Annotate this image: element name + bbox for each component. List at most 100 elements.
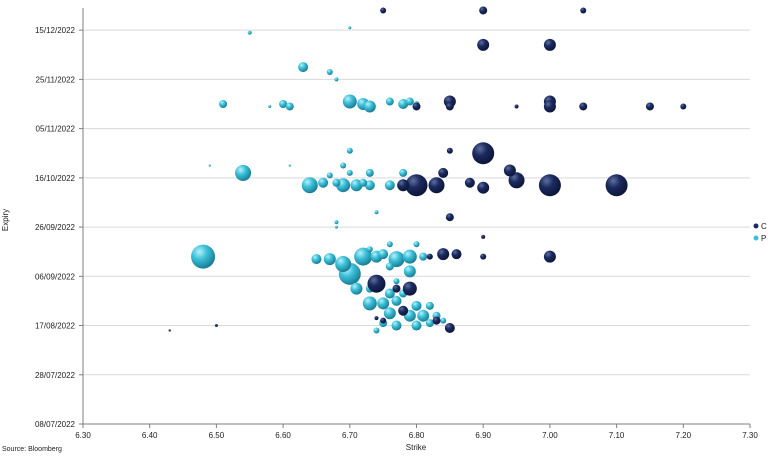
bubble-p — [440, 317, 447, 324]
bubble-c — [374, 316, 379, 321]
bubble-p — [359, 178, 368, 187]
bubble-p — [298, 62, 309, 73]
x-tick-label: 7.30 — [742, 431, 758, 440]
bubble-p — [398, 99, 409, 109]
bubble-c — [538, 174, 561, 197]
x-tick-label: 6.40 — [142, 431, 158, 440]
y-tick-label: 26/09/2022 — [35, 223, 76, 232]
bubble-p — [366, 246, 373, 253]
bubble-p — [268, 104, 272, 108]
bubble-p — [374, 210, 379, 215]
bubble-p — [348, 26, 352, 30]
bubble-p — [301, 177, 318, 194]
bubble-c — [432, 316, 441, 325]
x-tick-label: 7.10 — [609, 431, 625, 440]
bubble-c — [680, 103, 687, 110]
bubble-p — [373, 327, 380, 334]
bubble-p — [346, 147, 353, 154]
x-tick-label: 7.20 — [676, 431, 692, 440]
y-tick-label: 05/11/2022 — [36, 125, 76, 134]
y-tick-label: 17/08/2022 — [35, 322, 76, 331]
bubble-p — [393, 278, 400, 285]
bubble-p — [386, 241, 393, 248]
bubble-c — [477, 38, 490, 51]
bubble-p — [364, 180, 375, 191]
bubble-c — [412, 102, 421, 111]
bubble-c — [514, 104, 519, 109]
bubble-p — [346, 169, 353, 176]
bubble-p — [191, 244, 216, 269]
bubble-p — [208, 164, 211, 167]
bubble-c — [464, 177, 475, 188]
x-tick-label: 7.00 — [542, 431, 558, 440]
bubble-p — [350, 282, 363, 295]
y-tick-label: 08/07/2022 — [35, 420, 76, 429]
x-tick-label: 6.70 — [342, 431, 358, 440]
bubble-c — [444, 323, 455, 333]
bubble-p — [326, 69, 333, 75]
axes — [79, 8, 751, 428]
bubbles — [168, 6, 687, 334]
bubble-p — [334, 77, 339, 82]
bubble-c — [438, 167, 449, 178]
y-tick-label: 15/12/2022 — [35, 26, 76, 35]
y-tick-labels: 08/07/2022 28/07/2022 17/08/2022 06/09/2022… — [35, 26, 76, 429]
x-tick-label: 6.80 — [409, 431, 425, 440]
bubble-c — [503, 164, 516, 177]
bubble-p — [235, 164, 252, 181]
bubble-p — [384, 288, 395, 299]
bubble-c — [645, 102, 654, 111]
x-tick-label: 6.50 — [209, 431, 225, 440]
bubble-c — [214, 324, 218, 328]
bubble-p — [285, 102, 294, 111]
y-tick-label: 06/09/2022 — [35, 272, 76, 281]
bubble-c — [543, 100, 556, 113]
bubble-p — [385, 97, 394, 106]
bubble-p — [383, 307, 396, 320]
bubble-p — [334, 225, 338, 229]
bubble-p — [417, 309, 430, 322]
bubble-p — [318, 177, 329, 188]
bubble-c — [398, 305, 409, 316]
bubble-p — [378, 249, 389, 260]
bubble-p — [340, 162, 347, 169]
bubble-c — [380, 317, 387, 324]
bubble-c — [508, 172, 525, 189]
bubble-p — [326, 172, 333, 179]
bubble-p — [425, 301, 434, 310]
bubble-p — [377, 297, 390, 310]
bubble-c — [481, 234, 486, 239]
bubble-c — [477, 181, 490, 194]
bubble-p — [405, 97, 414, 106]
bubble-p — [419, 252, 428, 261]
y-tick-label: 25/11/2022 — [36, 75, 76, 84]
y-tick-label: 16/10/2022 — [35, 174, 76, 183]
bubble-p — [384, 180, 395, 191]
bubble-p — [288, 164, 291, 167]
legend-marker-p — [753, 235, 759, 241]
bubble-c — [402, 281, 417, 296]
bubble-p — [391, 295, 402, 306]
bubble-p — [411, 300, 422, 311]
bubble-p — [402, 249, 417, 264]
legend-marker-c — [753, 223, 759, 229]
bubble-c — [472, 142, 495, 165]
bubble-p — [342, 94, 357, 109]
bubble-c — [446, 147, 453, 154]
bubble-p — [219, 100, 228, 108]
bubble-p — [413, 241, 420, 248]
y-tick-label: 28/07/2022 — [35, 371, 76, 380]
bubble-c — [480, 253, 487, 260]
x-tick-label: 6.90 — [475, 431, 491, 440]
bubble-p — [335, 256, 352, 272]
y-axis-label: Expiry — [1, 209, 10, 231]
bubble-p — [403, 265, 416, 278]
bubble-c — [445, 102, 454, 111]
bubble-c — [380, 7, 387, 14]
bubble-c — [445, 213, 454, 222]
x-axis-label: Strike — [406, 443, 427, 452]
x-tick-labels: 6.30 6.40 6.50 6.60 6.70 6.80 6.90 7.00 7.10 7.20… — [75, 431, 758, 440]
bubble-c — [451, 249, 462, 260]
bubble-c — [479, 6, 488, 15]
bubble-p — [247, 30, 252, 35]
